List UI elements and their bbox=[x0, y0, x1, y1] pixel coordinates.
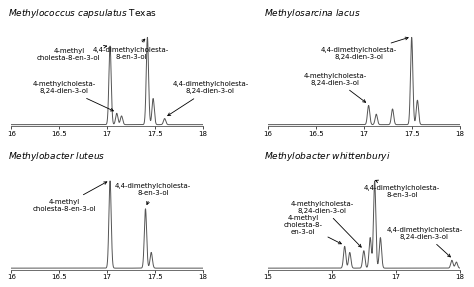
Text: $\it{Methylobacter\ luteus}$: $\it{Methylobacter\ luteus}$ bbox=[8, 150, 105, 163]
Text: 4-methyl
cholesta-8-
en-3-ol: 4-methyl cholesta-8- en-3-ol bbox=[283, 214, 341, 244]
Text: 4-methylcholesta-
8,24-dien-3-ol: 4-methylcholesta- 8,24-dien-3-ol bbox=[291, 201, 361, 247]
Text: 4,4-dimethylcholesta-
8,24-dien-3-ol: 4,4-dimethylcholesta- 8,24-dien-3-ol bbox=[168, 82, 248, 116]
Text: $\it{Methylosarcina\ lacus}$: $\it{Methylosarcina\ lacus}$ bbox=[264, 7, 361, 20]
Text: $\it{Methylobacter\ whittenburyi}$: $\it{Methylobacter\ whittenburyi}$ bbox=[264, 150, 391, 163]
Text: 4-methylcholesta-
8,24-dien-3-ol: 4-methylcholesta- 8,24-dien-3-ol bbox=[303, 73, 367, 102]
Text: 4-methyl
cholesta-8-en-3-ol: 4-methyl cholesta-8-en-3-ol bbox=[32, 182, 107, 212]
Text: 4,4-dimethylcholesta-
8-en-3-ol: 4,4-dimethylcholesta- 8-en-3-ol bbox=[93, 39, 169, 60]
Text: 4-methyl
cholesta-8-en-3-ol: 4-methyl cholesta-8-en-3-ol bbox=[37, 45, 107, 61]
Text: 4,4-dimethylcholesta-
8,24-dien-3-ol: 4,4-dimethylcholesta- 8,24-dien-3-ol bbox=[321, 37, 408, 60]
Text: $\it{Methylococcus\ capsulatus}$ Texas: $\it{Methylococcus\ capsulatus}$ Texas bbox=[8, 7, 156, 20]
Text: 4,4-dimethylcholesta-
8-en-3-ol: 4,4-dimethylcholesta- 8-en-3-ol bbox=[115, 183, 191, 205]
Text: 4,4-dimethylcholesta-
8,24-dien-3-ol: 4,4-dimethylcholesta- 8,24-dien-3-ol bbox=[386, 227, 463, 257]
Text: 4,4-dimethylcholesta-
8-en-3-ol: 4,4-dimethylcholesta- 8-en-3-ol bbox=[364, 180, 440, 198]
Text: 4-methylcholesta-
8,24-dien-3-ol: 4-methylcholesta- 8,24-dien-3-ol bbox=[33, 82, 113, 111]
